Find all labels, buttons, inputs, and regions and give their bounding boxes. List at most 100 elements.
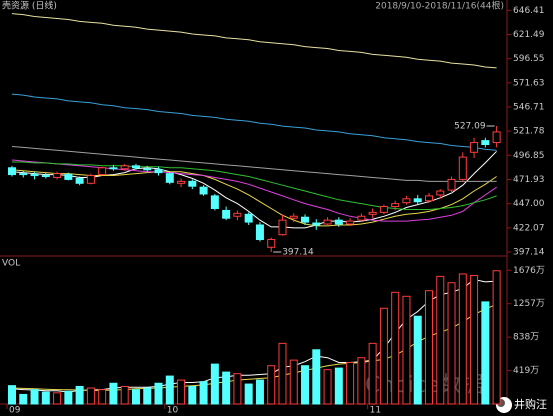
candle-body (199, 186, 208, 195)
candle-body (391, 203, 400, 208)
volume-bar (289, 359, 298, 405)
volume-bar (447, 282, 456, 405)
y-tick-label: 1257万 (513, 299, 545, 309)
candle-body (143, 168, 152, 171)
y-tick-label: 447.00 (513, 199, 545, 209)
candle-body (41, 175, 50, 178)
candle-body (470, 142, 479, 153)
volume-bar (109, 382, 118, 405)
candle-body (86, 175, 95, 184)
volume-bar (8, 385, 16, 405)
y-tick-label: 838万 (513, 333, 539, 343)
volume-bar (75, 385, 84, 405)
candle-body (267, 239, 276, 248)
candle-body (413, 198, 422, 203)
volume-bar (143, 387, 152, 405)
volume-bar (64, 390, 73, 405)
x-tick-label: 10 (167, 406, 179, 416)
candle-body (177, 180, 186, 184)
moving-average-line (11, 146, 497, 182)
volume-bar (278, 342, 287, 405)
candle-body (481, 140, 490, 146)
volume-bar (120, 385, 129, 405)
volume-bar (424, 290, 433, 405)
volume-bar (357, 357, 366, 405)
volume-bar (470, 275, 479, 405)
moving-average-line (11, 13, 497, 69)
candle-body (278, 219, 287, 236)
candle-body (64, 174, 73, 180)
volume-bar (30, 389, 39, 405)
volume-title: VOL (2, 259, 20, 269)
candle-body (244, 213, 253, 223)
moving-average-line (11, 93, 497, 151)
candle-body (402, 198, 411, 204)
volume-bar (210, 363, 219, 405)
candle-body (492, 131, 501, 144)
volume-bar (346, 362, 355, 405)
volume-bar (481, 301, 490, 405)
candle-body (75, 177, 84, 184)
low-label: 397.14 (282, 247, 314, 257)
candle-body (289, 215, 298, 219)
volume-bar (379, 307, 388, 405)
candle-body (357, 215, 366, 221)
volume-bar (98, 389, 107, 405)
candle-body (210, 195, 219, 209)
volume-bar (177, 379, 186, 405)
volume-bar (267, 365, 276, 405)
volume-bar (312, 349, 321, 405)
volume-bar (436, 275, 445, 405)
candle-body (312, 222, 321, 226)
volume-bar (301, 365, 310, 405)
candle-body (368, 211, 377, 215)
volume-bar (165, 375, 174, 405)
y-tick-label: 419万 (513, 366, 539, 376)
volume-bar (41, 391, 50, 405)
candle-body (255, 224, 264, 241)
y-tick-label: 646.41 (513, 6, 545, 16)
volume-bar (233, 373, 242, 405)
candle-body (379, 206, 388, 213)
candle-body (436, 190, 445, 196)
y-tick-label: 397.14 (513, 247, 545, 257)
x-tick-label: 11 (370, 406, 381, 416)
candle-body (30, 174, 39, 177)
y-tick-label: 571.63 (513, 78, 545, 88)
volume-bar (86, 387, 95, 405)
volume-bar (199, 381, 208, 405)
y-tick-label: 546.71 (513, 102, 545, 112)
candle-body (19, 173, 28, 176)
x-tick-label: 09 (9, 406, 21, 416)
candle-body (154, 169, 163, 174)
y-tick-label: 422.07 (513, 223, 545, 233)
volume-bar (53, 392, 62, 405)
moving-average-line (11, 159, 497, 222)
volume-bar (334, 367, 343, 405)
candle-body (447, 178, 456, 191)
y-tick-label: 1676万 (513, 266, 545, 276)
candle-body (323, 219, 332, 225)
candle-body (222, 209, 231, 219)
volume-bar (154, 382, 163, 405)
volume-bar (368, 342, 377, 405)
volume-bar (244, 383, 253, 405)
candle-body (8, 167, 16, 176)
candle-body (120, 165, 129, 170)
candle-body (233, 212, 242, 217)
y-tick-label: 496.85 (513, 151, 545, 161)
candle-body (346, 220, 355, 225)
volume-bar (19, 393, 28, 405)
y-tick-label: 521.78 (513, 127, 545, 137)
volume-bar (391, 291, 400, 405)
candle-body (109, 167, 118, 170)
y-tick-label: 596.55 (513, 54, 545, 64)
moving-average-line (11, 150, 497, 229)
candle-body (98, 167, 107, 176)
badge: 井购汪 (514, 397, 547, 411)
y-tick-label: 471.93 (513, 175, 545, 185)
chart-title: 壳资源 (日线) (2, 0, 57, 12)
candle-body (165, 173, 174, 183)
candle-body (424, 195, 433, 202)
y-tick-label: 621.49 (513, 30, 545, 40)
